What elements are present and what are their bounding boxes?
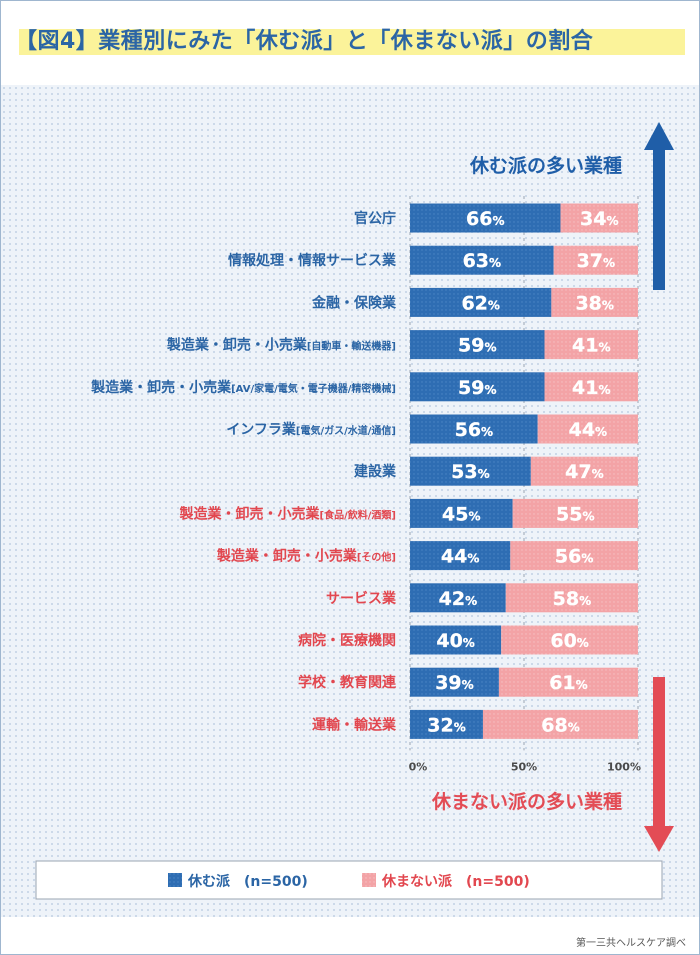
value-label-work-7: 55%: [556, 503, 594, 525]
arrow-up-head: [644, 122, 674, 150]
arrow-down-shaft: [653, 677, 665, 827]
bar-work-7: [512, 498, 638, 528]
value-label-work-2: 38%: [575, 292, 613, 314]
category-label-7: 製造業・卸売・小売業[食品/飲料/酒類]: [179, 505, 396, 522]
value-label-work-8: 56%: [555, 546, 593, 568]
value-label-rest-0: 66%: [466, 208, 504, 230]
category-label-12: 運輸・輸送業: [312, 716, 397, 733]
bar-rest-7: [410, 498, 513, 528]
value-label-rest-5: 56%: [455, 419, 493, 441]
value-label-work-0: 34%: [580, 208, 618, 230]
bar-work-0: [560, 203, 638, 233]
arrow-down-head: [644, 826, 674, 852]
value-label-rest-4: 59%: [458, 377, 496, 399]
value-label-rest-7: 45%: [442, 503, 480, 525]
x-tick-label-2: 100%: [607, 760, 641, 773]
title-area: 【図4】業種別にみた「休む派」と「休まない派」の割合: [1, 1, 699, 85]
bar-work-5: [537, 414, 638, 444]
bar-rest-2: [410, 287, 552, 317]
bar-rest-6: [410, 456, 531, 486]
value-label-work-12: 68%: [541, 714, 579, 736]
category-label-5: インフラ業[電気/ガス/水道/通信]: [226, 421, 396, 438]
bar-work-4: [544, 372, 638, 402]
annotation-bottom: 休まない派の多い業種: [431, 790, 622, 813]
legend-box: [35, 860, 663, 900]
category-label-4: 製造業・卸売・小売業[AV/家電/電気・電子機器/精密機械]: [90, 379, 396, 396]
bar-rest-0: [410, 203, 561, 233]
bar-rest-9: [410, 583, 506, 613]
bar-work-10: [501, 625, 638, 655]
value-label-work-5: 44%: [569, 419, 607, 441]
legend-swatch-rest: [168, 873, 182, 887]
category-label-8: 製造業・卸売・小売業[その他]: [216, 548, 396, 565]
value-label-rest-9: 42%: [439, 588, 477, 610]
value-label-work-9: 58%: [553, 588, 591, 610]
category-label-1: 情報処理・情報サービス業: [228, 252, 397, 269]
source-credit: 第一三共ヘルスケア調べ: [576, 938, 686, 949]
category-label-3: 製造業・卸売・小売業[自動車・輸送機器]: [166, 337, 396, 354]
category-label-0: 官公庁: [354, 210, 396, 227]
category-label-6: 建設業: [354, 463, 397, 480]
bar-work-8: [510, 541, 638, 571]
bar-work-12: [482, 709, 638, 739]
bar-rest-4: [410, 372, 545, 402]
bar-rest-1: [410, 245, 554, 275]
value-label-rest-11: 39%: [435, 672, 473, 694]
value-label-work-10: 60%: [550, 630, 588, 652]
bar-work-6: [530, 456, 638, 486]
chart-title: 【図4】業種別にみた「休む派」と「休まない派」の割合: [15, 29, 594, 54]
value-label-work-4: 41%: [572, 377, 610, 399]
value-label-rest-12: 32%: [427, 714, 465, 736]
bar-rest-5: [410, 414, 538, 444]
category-label-2: 金融・保険業: [311, 294, 397, 311]
value-label-rest-6: 53%: [451, 461, 489, 483]
value-label-work-6: 47%: [565, 461, 603, 483]
legend-label-work: 休まない派 (n=500): [381, 873, 530, 890]
value-label-rest-3: 59%: [458, 335, 496, 357]
bar-rest-12: [410, 709, 483, 739]
value-label-rest-2: 62%: [461, 292, 499, 314]
bar-work-11: [498, 667, 638, 697]
bar-rest-11: [410, 667, 499, 697]
bar-work-9: [505, 583, 638, 613]
value-label-rest-1: 63%: [463, 250, 501, 272]
title-highlight: [19, 29, 685, 55]
bar-rest-3: [410, 330, 545, 360]
legend-swatch-work: [362, 873, 376, 887]
value-label-work-11: 61%: [549, 672, 587, 694]
value-label-rest-10: 40%: [436, 630, 474, 652]
arrow-up-shaft: [653, 150, 665, 290]
category-label-11: 学校・教育関連: [298, 674, 397, 691]
value-label-rest-8: 44%: [441, 546, 479, 568]
value-label-work-1: 37%: [577, 250, 615, 272]
bar-rest-10: [410, 625, 502, 655]
bar-work-3: [544, 330, 638, 360]
value-label-work-3: 41%: [572, 335, 610, 357]
bar-work-1: [553, 245, 638, 275]
bar-work-2: [551, 287, 638, 317]
x-tick-label-1: 50%: [511, 760, 537, 773]
bar-rest-8: [410, 541, 511, 571]
category-label-9: サービス業: [326, 590, 397, 607]
legend-label-rest: 休む派 (n=500): [187, 873, 308, 890]
x-tick-label-0: 0%: [409, 760, 428, 773]
category-label-10: 病院・医療機関: [298, 632, 396, 649]
annotation-top: 休む派の多い業種: [469, 154, 622, 177]
